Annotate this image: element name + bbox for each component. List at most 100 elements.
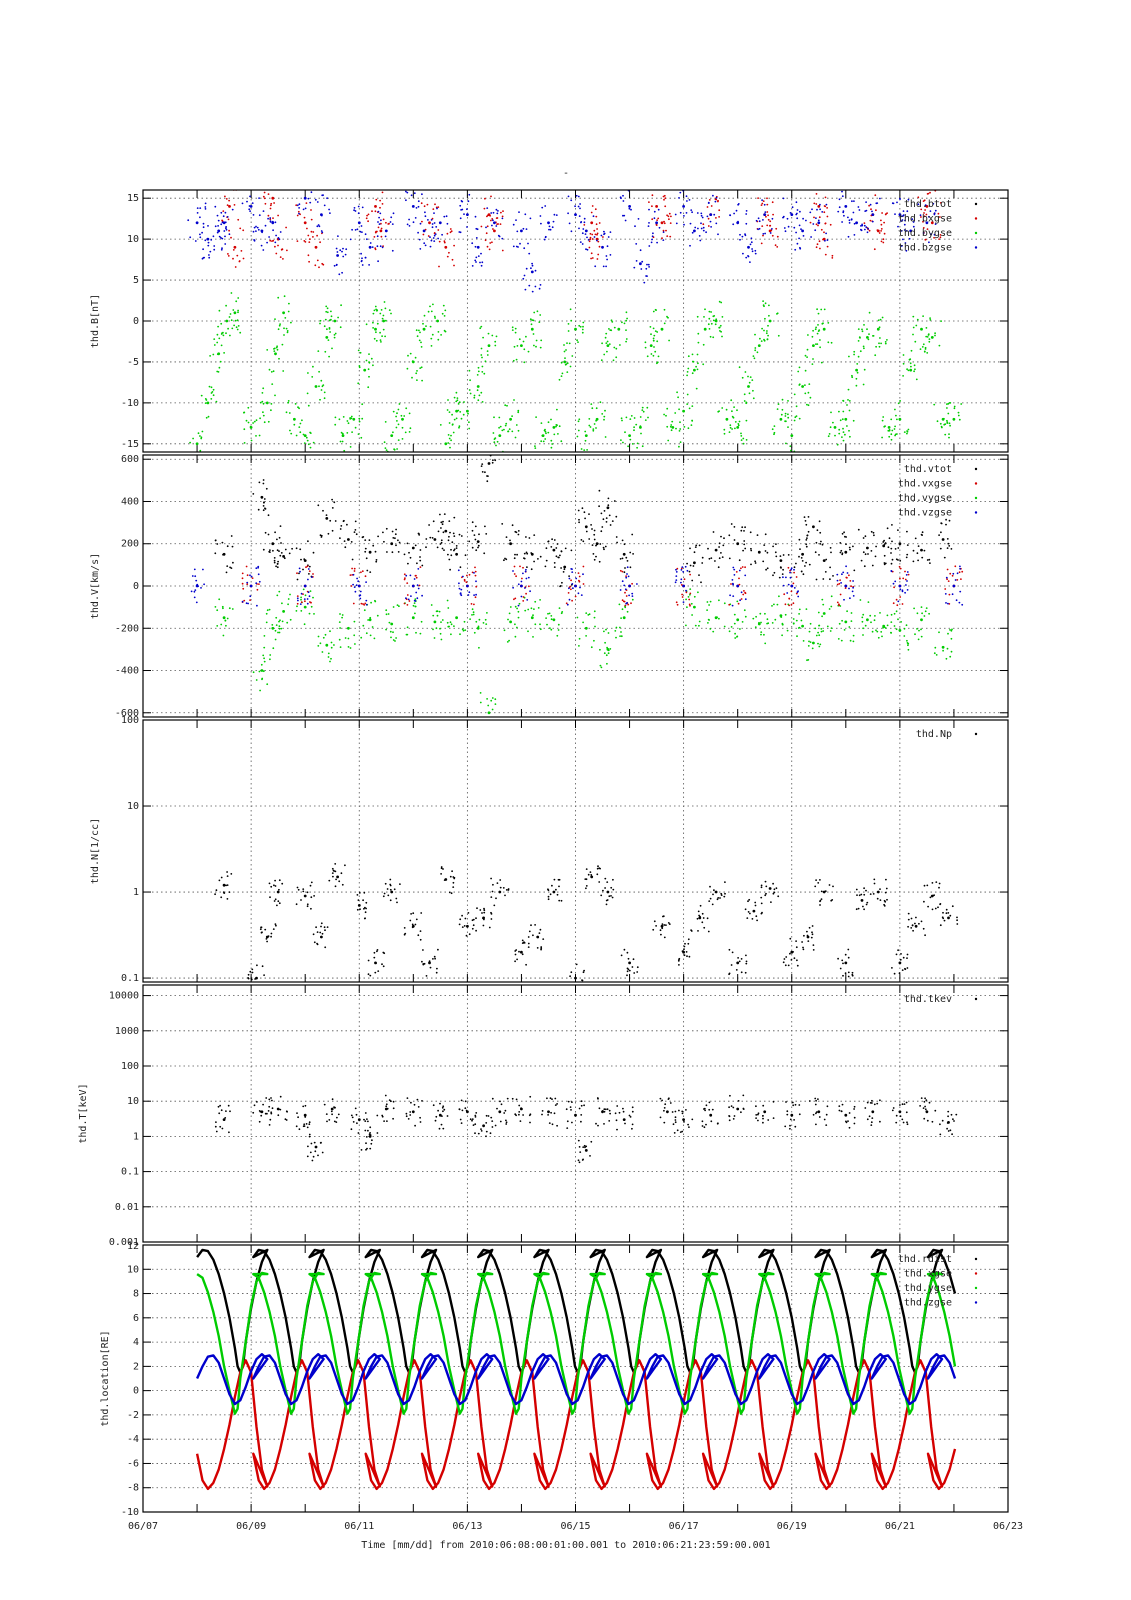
data-point — [714, 319, 718, 323]
data-dot — [814, 328, 817, 331]
data-dot — [676, 603, 679, 606]
data-dot — [648, 245, 651, 247]
data-dot — [542, 440, 545, 443]
data-dot — [303, 598, 306, 600]
data-dot — [281, 620, 284, 623]
data-dot — [938, 238, 940, 241]
data-point — [768, 229, 772, 233]
data-dot — [555, 424, 558, 426]
data-dot — [225, 571, 228, 574]
data-dot — [250, 977, 253, 979]
data-dot — [263, 635, 266, 637]
data-dot — [389, 630, 392, 633]
data-dot — [502, 887, 505, 889]
data-dot — [748, 381, 751, 384]
data-dot — [339, 627, 341, 629]
data-dot — [674, 1110, 677, 1113]
data-point — [822, 612, 826, 615]
data-dot — [800, 619, 803, 622]
data-dot — [269, 551, 271, 553]
data-dot — [867, 601, 870, 603]
data-dot — [907, 648, 910, 651]
data-dot — [714, 560, 716, 562]
data-dot — [243, 599, 246, 602]
data-dot — [193, 568, 196, 571]
data-point — [660, 221, 664, 225]
data-dot — [934, 907, 937, 910]
data-dot — [914, 633, 916, 636]
data-dot — [629, 438, 632, 441]
data-dot — [518, 602, 521, 605]
data-dot — [694, 226, 697, 229]
data-dot — [666, 235, 669, 238]
data-dot — [364, 547, 367, 550]
data-dot — [417, 1106, 420, 1108]
data-dot — [253, 239, 256, 241]
data-dot — [884, 341, 887, 343]
data-dot — [243, 428, 246, 431]
data-dot — [627, 445, 629, 448]
data-dot — [442, 1127, 445, 1130]
data-point — [498, 434, 502, 437]
data-dot — [848, 546, 851, 549]
data-dot — [519, 565, 521, 568]
data-dot — [545, 547, 548, 550]
data-dot — [632, 958, 635, 961]
data-point — [314, 245, 318, 249]
data-point — [747, 245, 750, 249]
data-dot — [455, 545, 458, 547]
data-dot — [721, 316, 724, 318]
data-dot — [607, 504, 610, 507]
data-dot — [898, 565, 901, 568]
data-dot — [605, 521, 608, 523]
legend-marker — [974, 231, 978, 235]
data-dot — [299, 603, 302, 605]
data-dot — [430, 337, 433, 340]
data-dot — [371, 626, 374, 628]
data-dot — [261, 231, 263, 234]
data-dot — [267, 533, 270, 536]
data-dot — [414, 544, 417, 547]
data-dot — [391, 551, 394, 554]
data-dot — [450, 623, 453, 626]
data-dot — [926, 193, 929, 195]
data-dot — [576, 616, 579, 619]
data-dot — [357, 580, 360, 583]
data-dot — [694, 624, 697, 627]
data-dot — [453, 418, 456, 421]
data-dot — [907, 369, 910, 372]
data-dot — [321, 932, 324, 935]
data-dot — [928, 215, 930, 218]
data-dot — [468, 421, 470, 424]
data-dot — [712, 893, 714, 896]
data-dot — [782, 576, 784, 579]
data-dot — [654, 308, 657, 311]
data-dot — [274, 629, 277, 632]
data-dot — [732, 416, 735, 419]
data-dot — [645, 267, 648, 270]
data-dot — [946, 407, 948, 409]
data-dot — [487, 1115, 490, 1117]
data-dot — [403, 415, 406, 417]
data-dot — [805, 543, 808, 546]
data-dot — [354, 426, 357, 429]
data-dot — [567, 1100, 570, 1103]
data-dot — [762, 1121, 764, 1124]
data-dot — [839, 967, 842, 970]
data-dot — [199, 449, 202, 452]
data-dot — [385, 221, 387, 224]
data-dot — [314, 264, 317, 267]
data-dot — [226, 216, 229, 218]
data-dot — [356, 894, 359, 896]
data-dot — [828, 433, 831, 435]
data-dot — [897, 529, 899, 531]
data-dot — [316, 942, 318, 945]
data-dot — [595, 427, 597, 429]
data-dot — [862, 537, 865, 539]
data-dot — [728, 948, 731, 951]
data-dot — [790, 590, 793, 593]
data-dot — [764, 612, 766, 615]
data-dot — [361, 257, 363, 260]
data-point — [265, 401, 269, 405]
data-dot — [906, 1121, 908, 1124]
